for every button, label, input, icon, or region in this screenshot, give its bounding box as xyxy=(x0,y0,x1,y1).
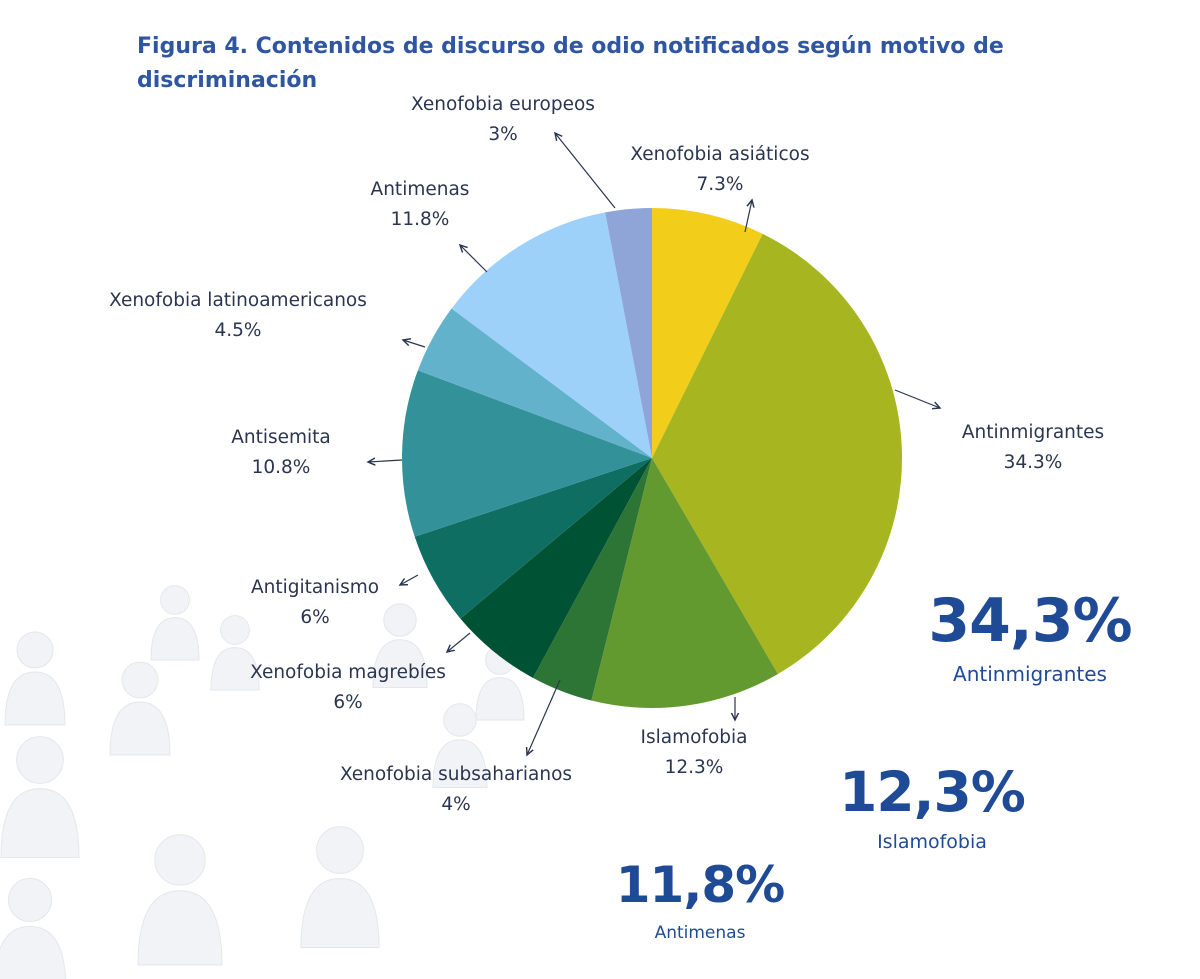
pie-slice-xenofobia-asi-ticos xyxy=(652,208,763,458)
label-arrow xyxy=(447,632,471,652)
pie-slice-antimenas xyxy=(451,212,652,458)
slice-label: Xenofobia europeos 3% xyxy=(411,90,595,150)
slice-label-name: Xenofobia subsaharianos xyxy=(339,764,573,785)
slice-label: Xenofobia magrebíes 6% xyxy=(250,658,446,718)
label-arrow xyxy=(368,460,403,462)
slice-label-value: 10.8% xyxy=(251,457,311,478)
slice-label-name: Xenofobia asiáticos xyxy=(630,144,810,165)
highlight-label: Islamofobia xyxy=(877,830,987,853)
highlight-stat: 34,3% Antinmigrantes xyxy=(928,586,1132,686)
pie-slice-antinmigrantes xyxy=(652,233,903,674)
slice-label: Antinmigrantes 34.3% xyxy=(962,418,1104,478)
highlight-stat: 11,8% Antimenas xyxy=(615,856,785,944)
highlight-label: Antimenas xyxy=(654,923,746,943)
pie-slice-xenofobia-magreb-es xyxy=(460,458,652,678)
slice-label-value: 7.3% xyxy=(696,174,744,195)
slice-label-name: Antisemita xyxy=(231,427,331,448)
slice-label-value: 11.8% xyxy=(390,209,450,230)
slice-label-name: Islamofobia xyxy=(640,727,748,748)
slice-label-name: Antinmigrantes xyxy=(961,422,1105,443)
slice-label: Antigitanismo 6% xyxy=(251,573,379,633)
label-arrow xyxy=(555,133,616,209)
slice-label-value: 4.5% xyxy=(214,320,262,341)
label-arrow xyxy=(894,389,940,408)
highlight-label: Antinmigrantes xyxy=(953,662,1107,686)
slice-label-name: Antigitanismo xyxy=(250,577,380,598)
highlight-value: 11,8% xyxy=(615,856,785,914)
slice-label-value: 6% xyxy=(333,692,363,713)
slice-label-name: Antimenas xyxy=(370,179,470,200)
highlight-value: 12,3% xyxy=(839,760,1026,824)
chart-title: Figura 4. Contenidos de discurso de odio… xyxy=(137,34,1004,93)
pie-slice-antigitanismo xyxy=(414,458,652,619)
slice-label-value: 4% xyxy=(441,794,471,815)
slice-label: Xenofobia latinoamericanos 4.5% xyxy=(109,286,367,346)
highlight-stat: 12,3% Islamofobia xyxy=(839,760,1026,853)
slice-label: Xenofobia asiáticos 7.3% xyxy=(630,140,809,200)
label-arrow xyxy=(403,340,426,348)
label-arrow xyxy=(460,245,488,273)
label-arrow xyxy=(527,679,561,755)
label-arrow xyxy=(400,574,419,585)
slice-label-value: 3% xyxy=(488,124,518,145)
slice-label-name: Xenofobia magrebíes xyxy=(250,662,446,683)
slice-label: Antimenas 11.8% xyxy=(371,175,470,235)
slice-label-value: 34.3% xyxy=(1003,452,1063,473)
slice-label-value: 6% xyxy=(300,607,330,628)
background-people-illustration xyxy=(0,585,525,979)
pie-slice-islamofobia xyxy=(591,458,778,709)
slice-label: Antisemita 10.8% xyxy=(231,423,331,483)
pie-slice-xenofobia-latinoamericanos xyxy=(417,308,652,458)
pie-slice-xenofobia-subsaharianos xyxy=(532,458,652,701)
slice-label-name: Xenofobia latinoamericanos xyxy=(109,290,367,311)
slice-label-name: Xenofobia europeos xyxy=(411,94,595,115)
slice-label-value: 12.3% xyxy=(664,757,724,778)
slice-label: Islamofobia 12.3% xyxy=(641,723,748,783)
pie-slice-xenofobia-europeos xyxy=(605,208,652,458)
pie-slice-antisemita xyxy=(402,370,652,537)
highlight-value: 34,3% xyxy=(928,586,1132,656)
label-arrow xyxy=(744,200,752,233)
slice-label: Xenofobia subsaharianos 4% xyxy=(340,760,572,820)
